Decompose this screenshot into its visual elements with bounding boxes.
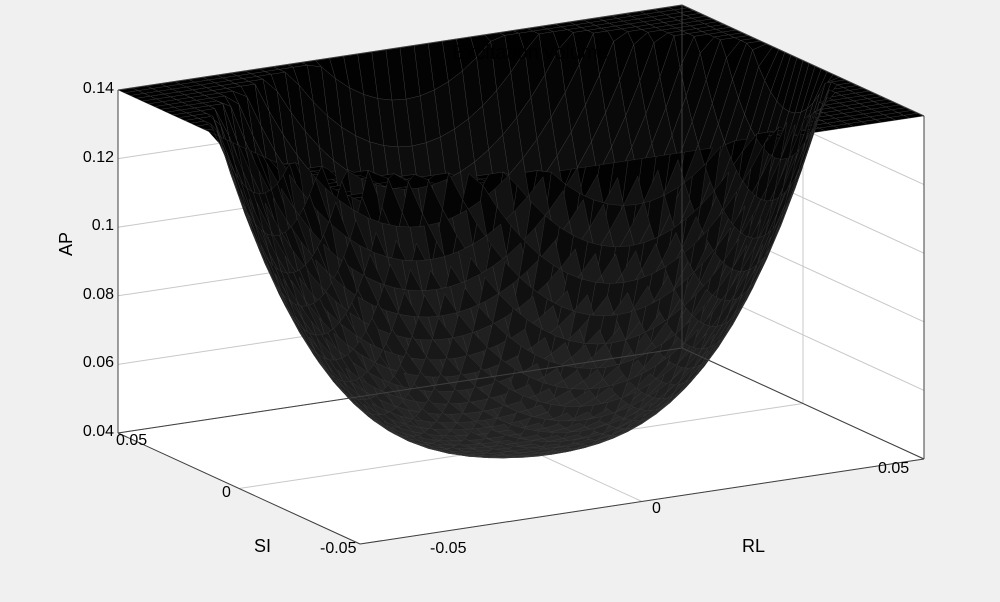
x-axis-label: RL — [742, 536, 765, 557]
x-tick-label: 0.05 — [878, 460, 909, 478]
y-tick-label: 0.05 — [116, 432, 147, 450]
chart-title: Excitation volume — [452, 42, 609, 65]
x-tick-label: 0 — [652, 500, 661, 518]
z-tick-label: 0.08 — [83, 286, 114, 304]
z-tick-label: 0.04 — [83, 423, 114, 441]
figure: Excitation volume 0.04 0.06 0.08 0.1 0.12 0.1… — [0, 0, 1000, 602]
y-tick-label: -0.05 — [320, 540, 356, 558]
z-tick-label: 0.06 — [83, 354, 114, 372]
y-axis-label: SI — [254, 536, 271, 557]
y-tick-label: 0 — [222, 484, 231, 502]
z-axis-label: AP — [56, 232, 77, 256]
z-tick-label: 0.1 — [92, 217, 114, 235]
axes-3d — [0, 0, 1000, 602]
z-tick-label: 0.12 — [83, 149, 114, 167]
x-tick-label: -0.05 — [430, 540, 466, 558]
z-tick-label: 0.14 — [83, 80, 114, 98]
